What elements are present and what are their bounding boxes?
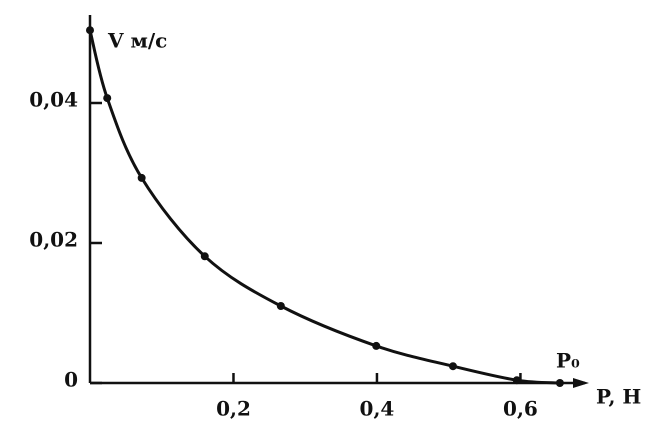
x-axis-arrow [573, 378, 589, 388]
y-tick-label: 0,04 [29, 88, 78, 112]
y-tick-label: 0 [64, 368, 78, 392]
data-point [200, 252, 209, 261]
x-tick-label: 0,4 [360, 397, 395, 421]
data-point [86, 26, 94, 35]
data-point [276, 302, 285, 310]
data-point [372, 341, 381, 350]
x-tick-label: 0,2 [216, 397, 251, 421]
data-point [512, 376, 521, 385]
curve [88, 29, 560, 385]
x-axis-label: P, H [596, 385, 641, 409]
annotation: P₀ [556, 349, 580, 373]
data-point [137, 173, 146, 182]
data-point [449, 362, 457, 371]
y-tick-label: 0,02 [29, 228, 78, 252]
data-point [555, 379, 564, 387]
data-point [103, 94, 112, 103]
x-tick-label: 0,6 [503, 397, 538, 421]
y-axis-label: V м/с [107, 29, 167, 53]
